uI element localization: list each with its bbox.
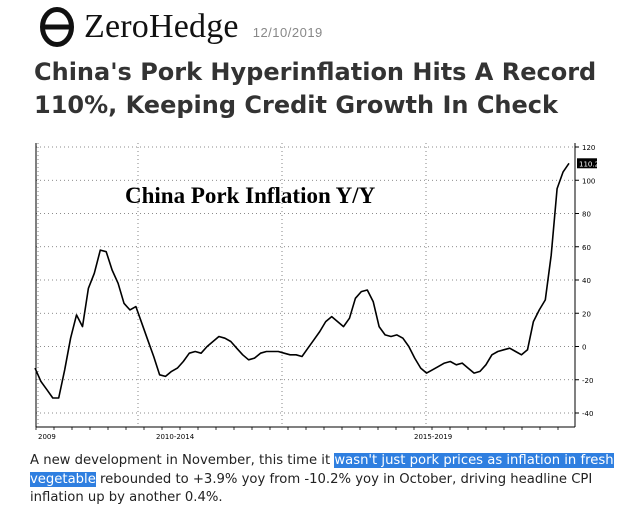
x-tick-label: 2010-2014 [156,433,195,441]
chart-grid [36,143,575,427]
y-tick-label: 20 [582,310,591,318]
chart-axes: 120 100 80 60 40 20 0 -20 -40 2009 2010-2014 2015-2… [35,143,595,441]
article-paragraph: A new development in November, this time… [30,452,640,508]
last-value-label: 110.2 [579,160,599,168]
chart-series [34,162,570,399]
y-tick-label: 0 [582,344,586,352]
y-tick-label: -20 [582,377,593,385]
last-value-badge: 110.2 [577,158,599,169]
y-tick-label: 120 [582,144,595,152]
y-tick-label: 60 [582,244,591,252]
site-brand-name[interactable]: ZeroHedge [84,8,239,45]
zerohedge-logo-icon[interactable] [38,6,76,48]
article-headline[interactable]: China's Pork Hyperinflation Hits A Recor… [34,58,597,119]
chart-title: China Pork Inflation Y/Y [125,183,376,208]
last-value-box [577,158,597,169]
y-tick-label: 40 [582,277,591,285]
chart-canvas: 120 100 80 60 40 20 0 -20 -40 2009 2010-2014 2015-2… [30,135,632,445]
x-tick-label: 2009 [38,433,56,441]
x-tick-label: 2015-2019 [414,433,452,441]
publish-date: 12/10/2019 [252,24,323,40]
y-tick-label: 100 [582,177,595,185]
pork-inflation-line [34,162,570,399]
site-header: ZeroHedge 12/10/2019 [38,6,323,48]
pork-inflation-chart: 120 100 80 60 40 20 0 -20 -40 2009 2010-2014 2015-2… [30,135,632,445]
article-text-after: rebounded to +3.9% yoy from -10.2% yoy i… [30,471,593,506]
y-tick-label: 80 [582,211,591,219]
y-tick-label: -40 [582,410,593,418]
article-text-before: A new development in November, this time… [30,453,335,468]
